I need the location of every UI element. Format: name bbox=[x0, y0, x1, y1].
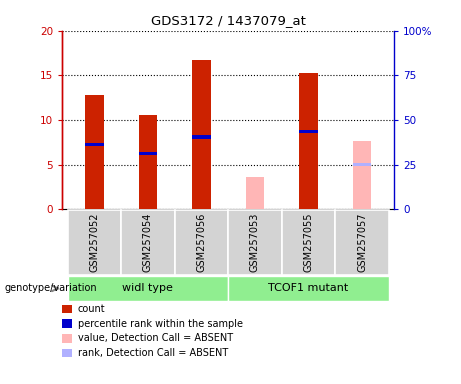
Bar bbox=[299, 73, 318, 209]
Text: percentile rank within the sample: percentile rank within the sample bbox=[78, 319, 243, 329]
Bar bbox=[246, 177, 264, 209]
Text: TCOF1 mutant: TCOF1 mutant bbox=[268, 283, 349, 293]
Bar bbox=[282, 210, 335, 275]
Bar bbox=[335, 210, 389, 275]
Bar bbox=[192, 136, 211, 139]
Bar bbox=[85, 95, 104, 209]
Bar bbox=[353, 163, 372, 166]
Text: widl type: widl type bbox=[123, 283, 173, 293]
Bar bbox=[68, 276, 228, 301]
Bar bbox=[299, 130, 318, 133]
Text: GSM257052: GSM257052 bbox=[89, 213, 100, 272]
Bar bbox=[192, 60, 211, 209]
Bar bbox=[353, 141, 372, 209]
Bar bbox=[138, 152, 157, 156]
Text: GSM257056: GSM257056 bbox=[196, 213, 207, 272]
Text: rank, Detection Call = ABSENT: rank, Detection Call = ABSENT bbox=[78, 348, 228, 358]
Bar bbox=[121, 210, 175, 275]
Text: value, Detection Call = ABSENT: value, Detection Call = ABSENT bbox=[78, 333, 233, 343]
Text: genotype/variation: genotype/variation bbox=[5, 283, 97, 293]
Title: GDS3172 / 1437079_at: GDS3172 / 1437079_at bbox=[151, 14, 306, 27]
Bar bbox=[68, 210, 121, 275]
Bar bbox=[228, 210, 282, 275]
Text: count: count bbox=[78, 304, 106, 314]
Bar bbox=[175, 210, 228, 275]
Bar bbox=[85, 142, 104, 146]
Text: GSM257054: GSM257054 bbox=[143, 213, 153, 272]
Bar bbox=[138, 115, 157, 209]
Bar bbox=[228, 276, 389, 301]
Text: GSM257055: GSM257055 bbox=[303, 213, 313, 272]
Text: GSM257057: GSM257057 bbox=[357, 213, 367, 272]
Text: GSM257053: GSM257053 bbox=[250, 213, 260, 272]
